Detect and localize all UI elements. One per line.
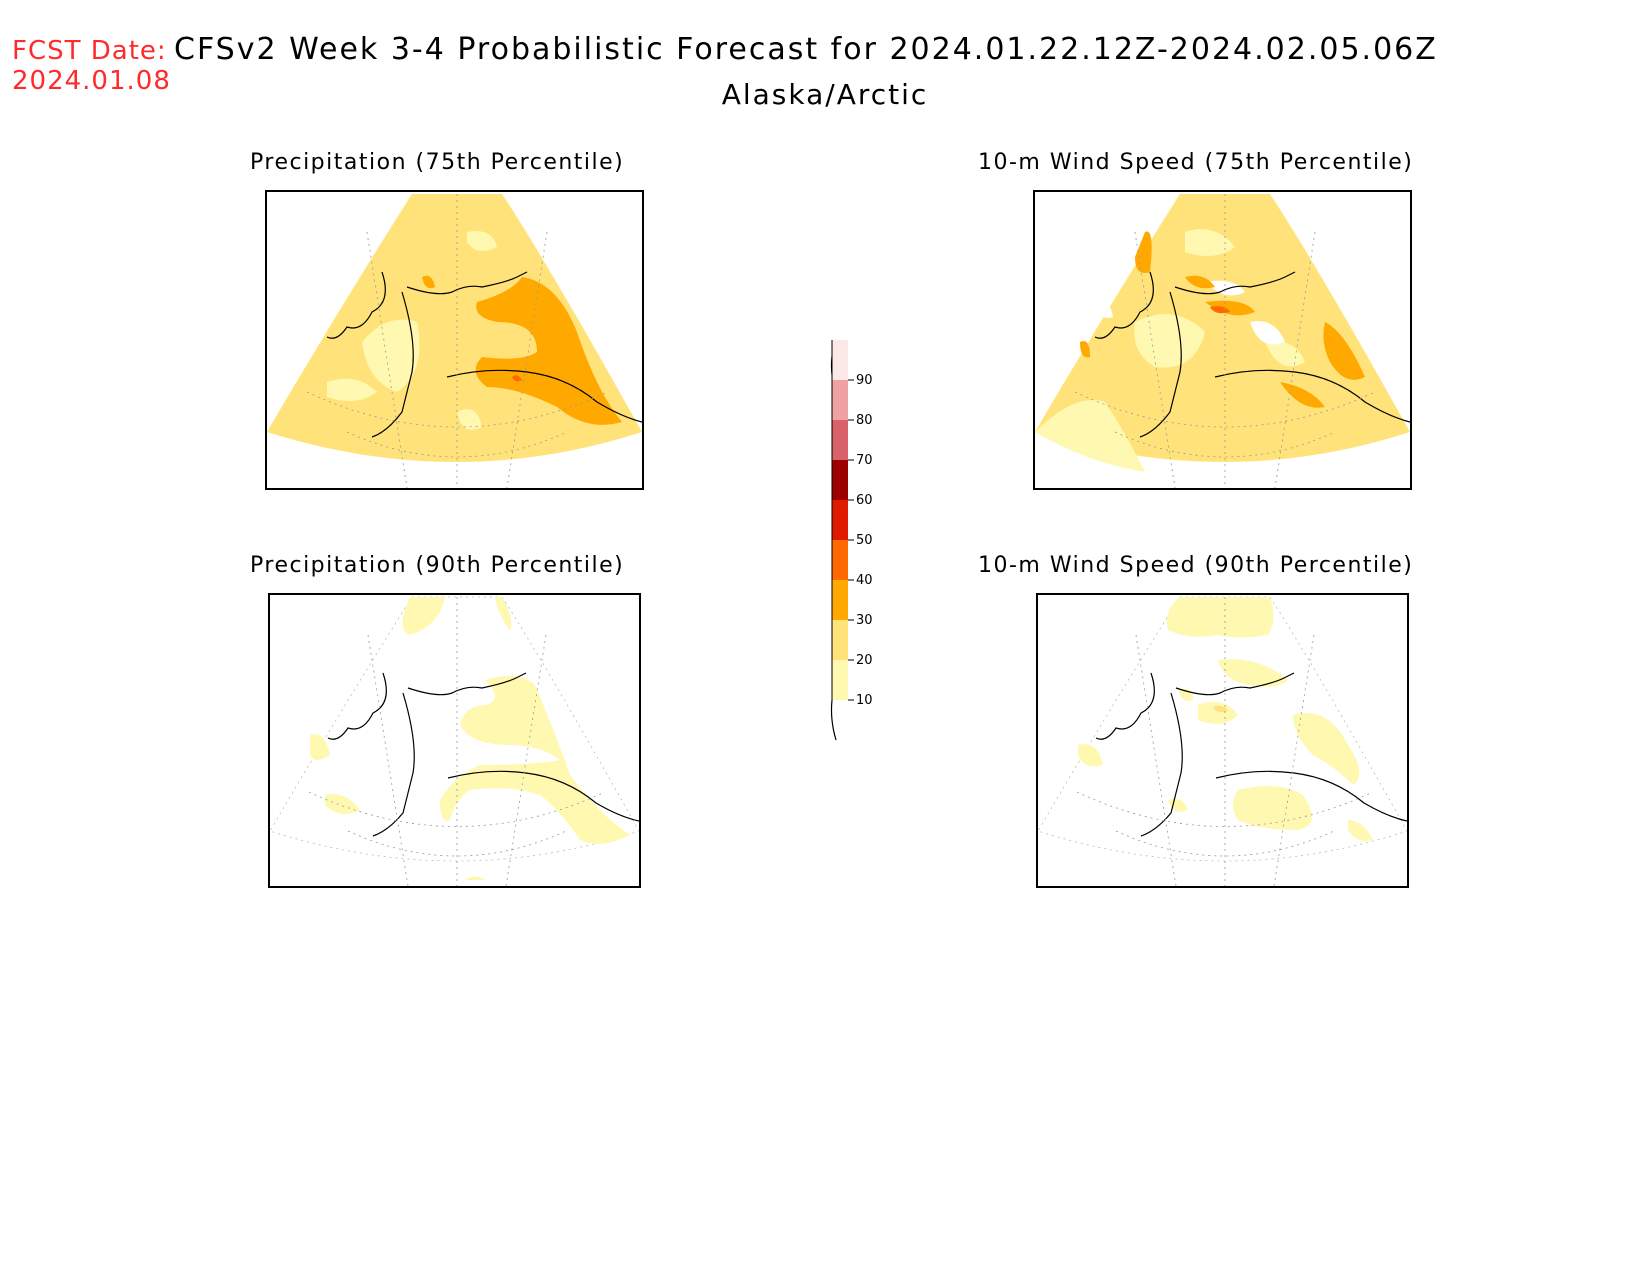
low-prob-area xyxy=(1348,820,1373,842)
colorbar-bottom-cap xyxy=(830,699,837,741)
low-prob-area xyxy=(362,319,420,392)
low-prob-area xyxy=(310,734,330,760)
map-panel-precip-75 xyxy=(265,190,644,490)
low-prob-area xyxy=(325,794,360,814)
high-prob-area xyxy=(422,275,435,289)
low-prob-area xyxy=(1168,798,1188,813)
colorbar-label-30: 30 xyxy=(856,613,873,628)
low-prob-area xyxy=(457,409,482,430)
low-prob-area xyxy=(1293,713,1360,785)
low-prob-area xyxy=(1198,701,1238,724)
no-signal-area xyxy=(1205,280,1245,296)
high-prob-area xyxy=(475,277,622,425)
map-precip-75 xyxy=(267,194,642,488)
colorbar-label-90: 90 xyxy=(856,373,873,388)
panel-title-wind-75: 10-m Wind Speed (75th Percentile) xyxy=(978,150,1414,175)
low-prob-area xyxy=(495,597,512,630)
low-prob-area xyxy=(1265,341,1305,367)
map-wind-75 xyxy=(1035,194,1410,488)
colorbar-swatch-50 xyxy=(832,500,848,540)
low-prob-area xyxy=(1185,229,1235,256)
panel-title-precip-75: Precipitation (75th Percentile) xyxy=(250,150,625,175)
no-signal-area xyxy=(1095,301,1113,318)
low-prob-area xyxy=(467,231,497,251)
colorbar-label-40: 40 xyxy=(856,573,873,588)
coastline xyxy=(327,672,639,837)
colorbar-label-10: 10 xyxy=(856,693,873,708)
low-prob-area xyxy=(1035,400,1145,472)
low-prob-area xyxy=(327,378,377,401)
high-prob-area xyxy=(1323,322,1365,380)
highest-prob-spot xyxy=(512,375,522,382)
low-prob-area xyxy=(440,676,630,844)
low-prob-area xyxy=(1218,659,1288,687)
map-precip-90 xyxy=(270,596,639,886)
highest-prob-spot xyxy=(1210,306,1230,314)
high-prob-area xyxy=(1280,382,1325,408)
colorbar-swatch-30 xyxy=(832,580,848,620)
colorbar-label-80: 80 xyxy=(856,413,873,428)
colorbar-swatch-80 xyxy=(832,380,848,420)
map-panel-wind-75 xyxy=(1033,190,1412,490)
high-prob-area xyxy=(1080,341,1090,358)
map-panel-wind-90 xyxy=(1036,593,1409,888)
colorbar-swatch-20 xyxy=(832,620,848,660)
colorbar-svg: 10 20 30 40 50 60 70 80 90 xyxy=(830,339,873,741)
high-prob-area xyxy=(1135,231,1152,273)
map-sector xyxy=(1035,194,1410,462)
colorbar-label-70: 70 xyxy=(856,453,873,468)
colorbar-label-60: 60 xyxy=(856,493,873,508)
high-prob-area xyxy=(1205,300,1255,316)
map-sector-outline xyxy=(1038,596,1407,862)
coastline xyxy=(1095,672,1407,837)
map-wind-90 xyxy=(1038,596,1407,886)
moderate-prob-spot xyxy=(1213,705,1228,713)
coastline xyxy=(326,271,642,438)
fcst-date-label: FCST Date: xyxy=(12,36,167,66)
colorbar-swatch-10 xyxy=(832,660,848,700)
no-signal-area xyxy=(1250,321,1285,345)
fcst-date-value: 2024.01.08 xyxy=(12,66,171,96)
colorbar-label-50: 50 xyxy=(856,533,873,548)
panel-title-precip-90: Precipitation (90th Percentile) xyxy=(250,553,625,578)
graticule xyxy=(1076,597,1374,886)
forecast-date-block: FCST Date: 2024.01.08 xyxy=(12,36,171,96)
colorbar-label-20: 20 xyxy=(856,653,873,668)
colorbar-swatch-40 xyxy=(832,540,848,580)
graticule xyxy=(308,597,606,886)
colorbar-swatch-70 xyxy=(832,420,848,460)
low-prob-area xyxy=(1078,744,1103,767)
page-title: CFSv2 Week 3-4 Probabilistic Forecast fo… xyxy=(174,32,1438,67)
low-prob-area xyxy=(1233,786,1312,830)
low-prob-area xyxy=(465,876,485,880)
map-panel-precip-90 xyxy=(268,593,641,888)
colorbar-swatch-60 xyxy=(832,460,848,500)
colorbar-swatch-90 xyxy=(832,340,848,380)
coastline xyxy=(1094,271,1410,438)
region-subtitle: Alaska/Arctic xyxy=(721,78,929,111)
low-prob-area xyxy=(1166,597,1274,638)
low-prob-area xyxy=(1134,314,1205,368)
panel-title-wind-90: 10-m Wind Speed (90th Percentile) xyxy=(978,553,1414,578)
high-prob-area xyxy=(1185,275,1215,289)
colorbar: 10 20 30 40 50 60 70 80 90 xyxy=(800,330,880,750)
low-prob-area xyxy=(402,597,445,635)
